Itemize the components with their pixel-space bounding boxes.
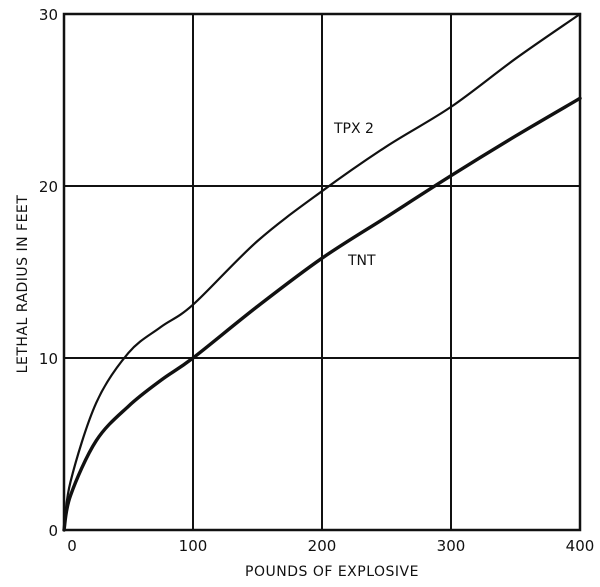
y-axis-title: LETHAL RADIUS IN FEET (15, 195, 31, 374)
series-line-tnt (62, 96, 582, 532)
x-tick-label: 0 (67, 537, 77, 555)
tick-labels: 0 100 200 300 400 0 10 20 30 (39, 6, 594, 555)
series-line-tpx2 (62, 12, 582, 532)
y-tick-label: 0 (48, 522, 58, 540)
x-tick-label: 400 (566, 537, 595, 555)
y-tick-label: 20 (39, 178, 58, 196)
y-tick-label: 10 (39, 350, 58, 368)
y-tick-label: 30 (39, 6, 58, 24)
series-label-tpx2: TPX 2 (333, 121, 374, 137)
x-tick-label: 100 (179, 537, 208, 555)
x-axis-title: POUNDS OF EXPLOSIVE (245, 564, 419, 580)
series-label-tnt: TNT (347, 253, 376, 269)
grid (64, 14, 580, 530)
series-layer (62, 12, 582, 532)
x-tick-label: 300 (437, 537, 466, 555)
plot-frame (62, 12, 582, 532)
x-tick-label: 200 (308, 537, 337, 555)
